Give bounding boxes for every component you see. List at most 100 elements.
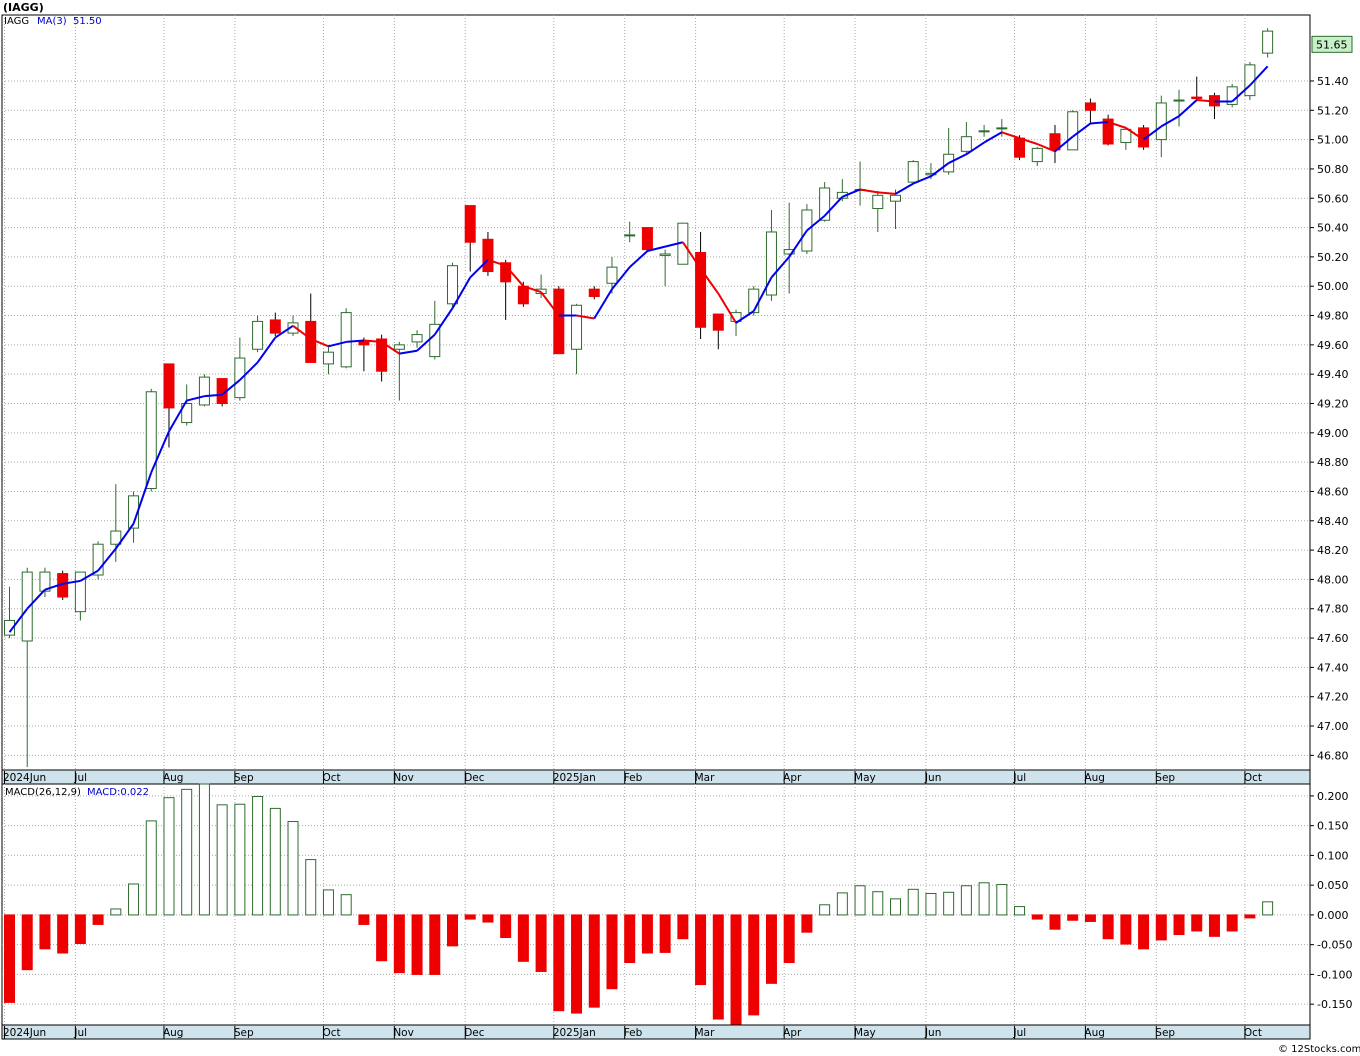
month-label: Feb: [624, 772, 643, 784]
candle-body: [74, 571, 86, 613]
price-tick-label: 48.40: [1317, 515, 1349, 528]
macd-bar: [464, 914, 476, 920]
macd-bar: [890, 898, 901, 916]
macd-bar: [659, 914, 671, 953]
candle: [1067, 110, 1079, 151]
candle-body: [588, 288, 600, 297]
price-tick-label: 49.80: [1317, 310, 1349, 323]
ma-segment: [877, 191, 896, 195]
month-label: Jul: [1013, 772, 1027, 784]
macd-grid: [2, 784, 1310, 1025]
ma-segment: [841, 188, 861, 198]
candle-body: [872, 194, 884, 210]
ma-segment: [150, 430, 170, 473]
month-label: Jul: [73, 1027, 87, 1039]
ma-segment: [1090, 121, 1109, 125]
macd-bar: [92, 914, 104, 925]
ma-segment: [894, 182, 914, 195]
macd-bar: [1155, 914, 1167, 941]
month-label: Feb: [624, 1027, 643, 1039]
ma-segment: [292, 324, 312, 340]
macd-bar: [801, 914, 813, 933]
candle: [890, 189, 901, 230]
candle: [234, 337, 246, 401]
macd-bar: [943, 891, 955, 916]
candle: [92, 541, 104, 580]
chart-title: (IAGG): [3, 1, 44, 14]
macd-bar: [1084, 914, 1096, 922]
ma-segment: [823, 196, 844, 217]
candle-body: [1084, 102, 1096, 111]
month-label: May: [854, 1027, 876, 1039]
macd-bar: [21, 914, 33, 971]
candle-body: [1120, 128, 1132, 144]
macd-tick-label: -0.100: [1317, 968, 1352, 981]
price-tick-label: 49.00: [1317, 427, 1349, 440]
macd-bar: [74, 914, 86, 944]
macd-bar: [358, 914, 370, 925]
price-tick-label: 47.20: [1317, 691, 1349, 704]
candle-body: [447, 265, 458, 305]
macd-bar: [181, 788, 193, 916]
macd-tick-label: 0.200: [1317, 790, 1349, 803]
month-label: 2025Jan: [553, 1027, 596, 1039]
candle-body: [1049, 133, 1061, 151]
candle-body: [1102, 118, 1114, 145]
candle-body: [411, 334, 423, 343]
month-label: Sep: [1155, 1027, 1175, 1039]
price-tick-label: 51.40: [1317, 75, 1349, 88]
ma-segment: [1072, 122, 1092, 138]
candle-body: [960, 136, 972, 152]
month-labels-top: 2024Jun Jul Aug Sep Oct Nov Dec 2025Jan Feb Mar Ap…: [3, 771, 1262, 784]
macd-bar: [216, 804, 228, 916]
candle-body: [907, 161, 919, 183]
ma-segment: [79, 569, 99, 582]
ma-segment: [593, 288, 613, 319]
macd-bar: [145, 820, 157, 916]
macd-bar: [730, 914, 742, 1030]
candle: [1084, 98, 1096, 124]
candle: [659, 249, 671, 287]
month-label: Oct: [322, 772, 340, 784]
price-tick-label: 47.00: [1317, 720, 1349, 733]
month-label: Mar: [695, 1027, 715, 1039]
month-label: Dec: [464, 772, 485, 784]
ma-segment: [8, 608, 29, 633]
candle: [960, 122, 972, 155]
macd-bar: [677, 914, 689, 940]
macd-bar: [447, 914, 458, 947]
macd-bar: [925, 892, 937, 916]
ma-segment: [1196, 99, 1215, 103]
macd-bar: [695, 914, 707, 986]
ma-segment: [576, 314, 595, 320]
macd-tick-label: 0.150: [1317, 820, 1349, 833]
macd-bar: [376, 914, 388, 962]
candle-body: [482, 238, 494, 273]
macd-bar: [1014, 906, 1026, 916]
month-label: Oct: [1244, 1027, 1262, 1039]
candle: [447, 262, 458, 307]
candle: [978, 124, 990, 137]
macd-bar: [1226, 914, 1238, 932]
candle-body: [695, 251, 707, 328]
candle: [482, 231, 494, 276]
ma-segment: [965, 141, 985, 156]
candles-group: [4, 28, 1274, 768]
month-axis-bar-bottom: [1, 1024, 1311, 1040]
ma-segment: [204, 393, 223, 398]
candle-body: [21, 571, 33, 642]
candle-body: [624, 234, 636, 237]
ma-segment: [523, 285, 542, 294]
candle: [588, 286, 600, 300]
ma-segment: [930, 162, 950, 178]
candle: [145, 388, 157, 492]
ma-segment: [274, 324, 294, 339]
candle-body: [305, 320, 317, 363]
ma-segment: [26, 588, 46, 610]
candle: [1262, 28, 1274, 58]
price-tick-label: 50.80: [1317, 163, 1349, 176]
macd-bar: [1191, 914, 1203, 932]
candle-body: [1155, 102, 1167, 141]
macd-bar: [606, 914, 618, 990]
macd-bar: [996, 884, 1008, 916]
